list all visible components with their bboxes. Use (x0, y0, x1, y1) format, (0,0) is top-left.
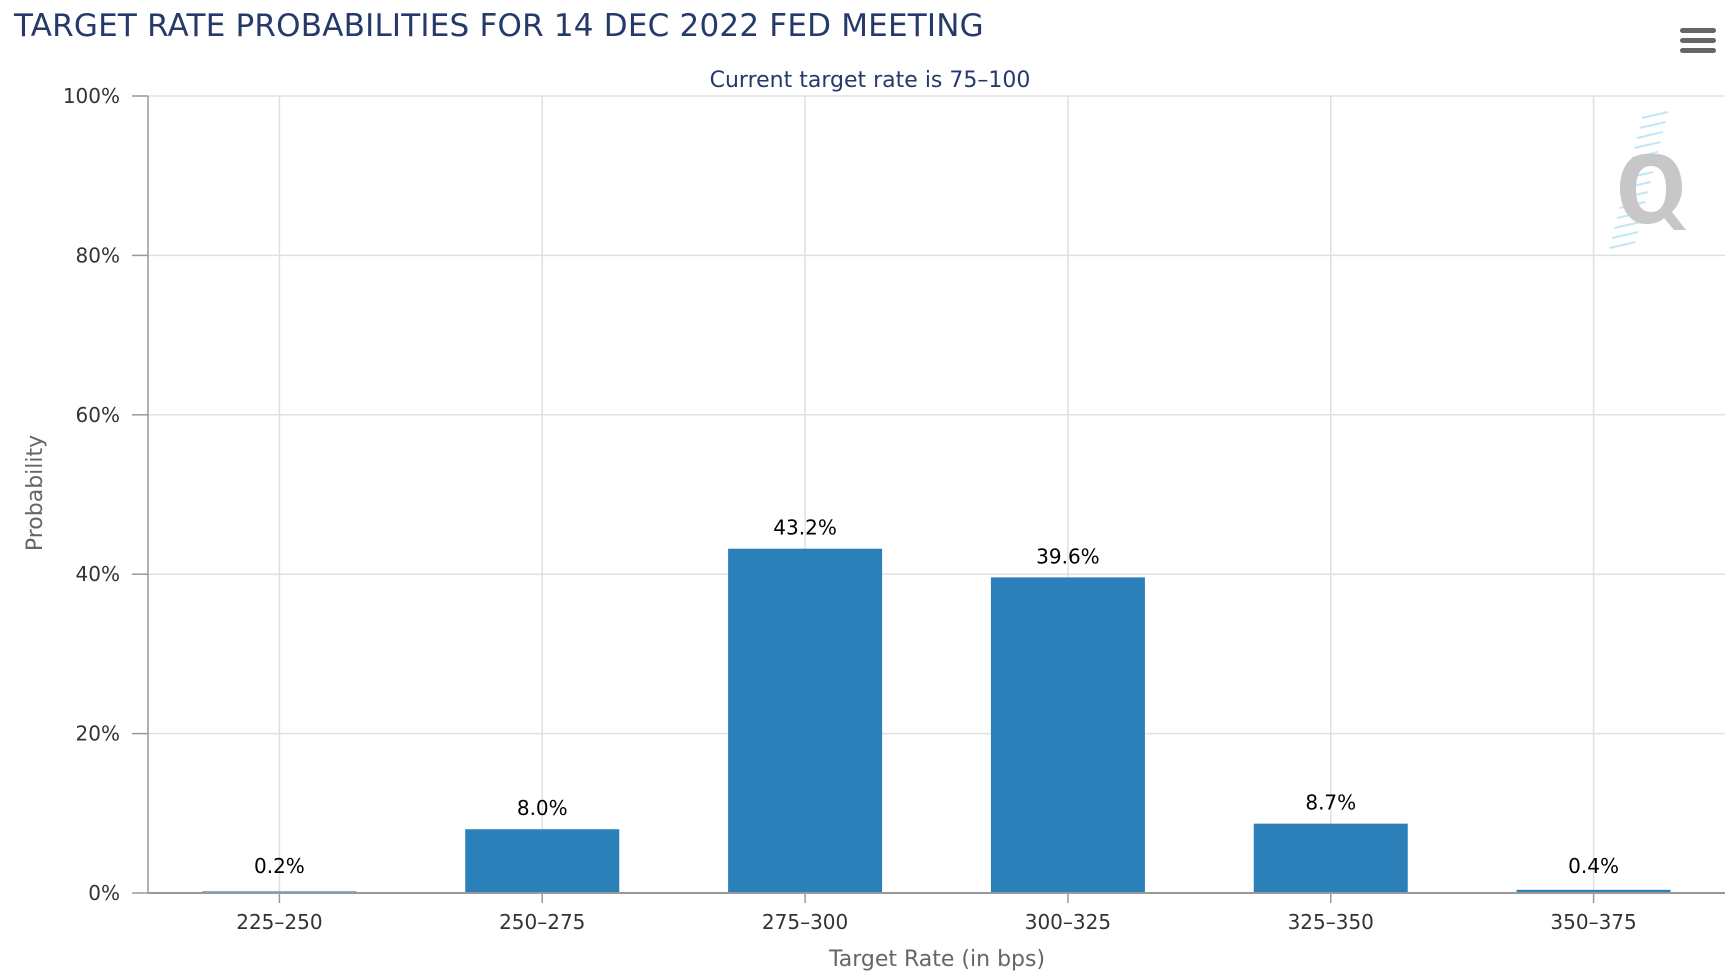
bar-300–325[interactable] (990, 577, 1145, 893)
bars (202, 548, 1671, 893)
axes (132, 95, 1725, 903)
watermark-streak (1639, 121, 1666, 129)
x-tick-label: 300–325 (1025, 910, 1111, 934)
watermark-streak (1634, 141, 1661, 149)
y-tick-label: 40% (76, 562, 120, 586)
data-label: 0.4% (1568, 854, 1619, 878)
bar-275–300[interactable] (728, 548, 883, 893)
data-label: 39.6% (1036, 544, 1100, 568)
menu-line (1680, 28, 1716, 33)
watermark-streak (1641, 111, 1669, 119)
x-tick-label: 250–275 (499, 910, 585, 934)
q-logo-glyph (1620, 154, 1686, 230)
y-tick-label: 20% (76, 722, 120, 746)
watermark-streak (1636, 131, 1664, 139)
menu-line (1680, 48, 1716, 53)
data-label: 8.7% (1305, 791, 1356, 815)
data-label: 8.0% (517, 796, 568, 820)
watermark-streaks (1609, 111, 1669, 249)
q-logo-icon (1609, 111, 1686, 249)
hamburger-menu-icon[interactable] (1680, 28, 1716, 56)
bar-350–375[interactable] (1516, 889, 1671, 893)
y-axis-title: Probability (23, 435, 48, 551)
watermark-streak (1614, 221, 1641, 229)
data-label: 43.2% (773, 516, 837, 540)
chart-subtitle: Current target rate is 75–100 (710, 68, 1031, 93)
x-tick-label: 225–250 (236, 910, 322, 934)
y-tick-label: 60% (76, 403, 120, 427)
x-tick-label: 325–350 (1288, 910, 1374, 934)
y-tick-labels: 0% 20% 40% 60% 80% 100% (63, 84, 120, 905)
bar-250–275[interactable] (465, 829, 620, 893)
x-tick-label: 350–375 (1550, 910, 1636, 934)
data-label: 0.2% (254, 854, 305, 878)
x-tick-labels: 225–250 250–275 275–300 300–325 325–350 350–3… (236, 910, 1637, 934)
y-tick-label: 80% (76, 243, 120, 267)
data-labels: 0.2% 8.0% 43.2% 39.6% 8.7% 0.4% (254, 516, 1619, 878)
watermark-streak (1609, 241, 1636, 249)
y-tick-label: 100% (63, 84, 120, 108)
x-axis-title: Target Rate (in bps) (828, 947, 1045, 972)
menu-line (1680, 38, 1716, 43)
y-tick-label: 0% (88, 881, 120, 905)
grid-lines (148, 95, 1725, 893)
bar-325–350[interactable] (1253, 823, 1408, 893)
x-tick-label: 275–300 (762, 910, 848, 934)
chart-title: TARGET RATE PROBABILITIES FOR 14 DEC 202… (14, 8, 984, 44)
watermark-streak (1611, 231, 1639, 239)
